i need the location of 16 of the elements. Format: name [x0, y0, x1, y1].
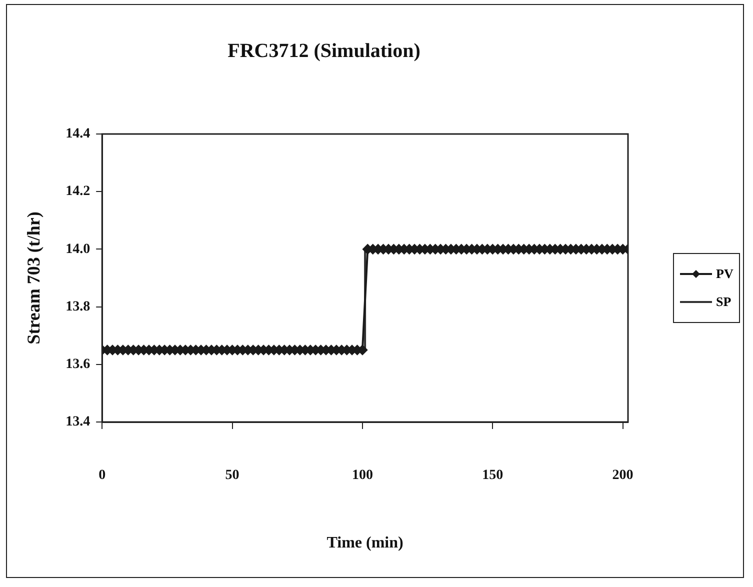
y-tick-label: 14.2	[66, 184, 90, 200]
x-tick-label: 200	[612, 468, 634, 484]
y-axis-title: Stream 703 (t/hr)	[23, 212, 44, 344]
y-tick-label: 13.8	[66, 299, 90, 314]
x-tick-label: 100	[352, 468, 373, 484]
y-tick-label: 14.4	[66, 126, 90, 142]
legend-label: PV	[716, 266, 734, 282]
y-tick-label: 13.4	[66, 414, 90, 430]
x-tick-label: 150	[482, 468, 504, 484]
x-tick-label: 50	[225, 468, 240, 484]
legend-label: SP	[716, 294, 732, 310]
x-axis-title: Time (min)	[326, 534, 404, 552]
chart-title: FRC3712 (Simulation)	[228, 40, 420, 62]
x-tick-label: 0	[98, 468, 106, 484]
y-tick-label: 13.6	[66, 357, 90, 372]
y-tick-label: 14.0	[66, 242, 90, 257]
